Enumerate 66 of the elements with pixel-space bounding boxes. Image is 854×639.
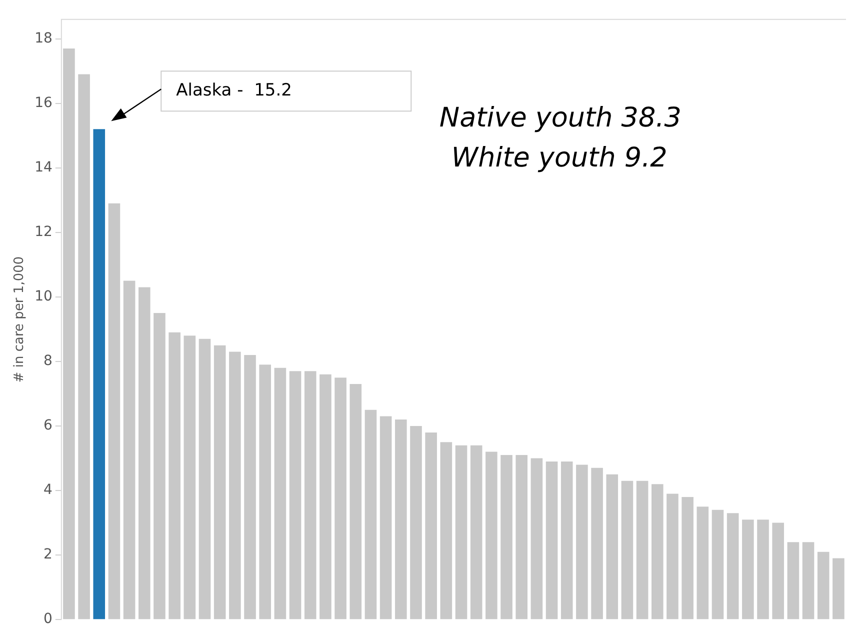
bar <box>320 374 332 620</box>
bar <box>198 338 211 620</box>
bar <box>696 506 709 620</box>
y-tick-label: 12 <box>34 224 52 240</box>
bar <box>802 542 814 620</box>
annotation: Native youth 38.3 <box>439 102 682 134</box>
y-tick-label: 18 <box>34 30 52 46</box>
bar <box>63 48 75 620</box>
bar <box>93 129 106 620</box>
bar <box>168 332 180 620</box>
bar <box>304 371 316 620</box>
annotation: Alaska - 15.2 <box>176 80 292 101</box>
bar <box>440 442 452 620</box>
bar <box>742 520 754 620</box>
bar <box>621 480 634 620</box>
bar <box>470 445 482 620</box>
bar <box>78 74 90 620</box>
bar <box>530 458 543 620</box>
bar <box>229 352 241 620</box>
bar <box>364 410 377 620</box>
y-tick-label: 14 <box>34 159 52 176</box>
y-tick-label: 10 <box>34 288 52 305</box>
bar <box>395 420 407 620</box>
bar <box>455 445 468 620</box>
bar <box>380 416 392 620</box>
annotation: White youth 9.2 <box>451 142 668 174</box>
bar <box>154 313 166 620</box>
bar <box>726 513 739 620</box>
y-tick-label: 8 <box>43 353 52 370</box>
bar <box>787 542 800 620</box>
bar <box>560 461 573 620</box>
bar <box>666 494 678 620</box>
y-tick-label: 2 <box>43 546 52 563</box>
bar <box>214 345 226 620</box>
bar <box>772 522 784 620</box>
bar <box>334 378 346 620</box>
bar <box>289 371 302 620</box>
bar <box>516 455 528 620</box>
bar <box>591 468 603 620</box>
y-tick-label: 6 <box>43 418 52 434</box>
bar <box>259 364 272 620</box>
bar <box>576 464 588 620</box>
y-tick-label: 4 <box>43 482 52 498</box>
bar <box>636 480 648 620</box>
y-tick-label: 16 <box>34 94 52 111</box>
bar <box>817 552 830 620</box>
bar <box>652 484 664 620</box>
bar <box>832 558 844 620</box>
bar <box>274 368 286 620</box>
bar <box>138 287 150 620</box>
y-tick-label: 0 <box>43 611 52 628</box>
bar <box>425 432 437 620</box>
bar <box>486 452 498 620</box>
bar <box>108 203 120 620</box>
bar <box>244 354 256 620</box>
bar <box>350 384 362 620</box>
bar <box>123 280 136 620</box>
bar <box>410 426 422 620</box>
bar <box>757 520 769 620</box>
y-axis-title: # in care per 1,000 <box>12 256 28 383</box>
bar <box>546 461 558 620</box>
bar <box>606 474 618 620</box>
bar <box>184 336 196 620</box>
bar <box>712 510 724 620</box>
bar <box>500 455 512 620</box>
bar <box>682 496 694 620</box>
